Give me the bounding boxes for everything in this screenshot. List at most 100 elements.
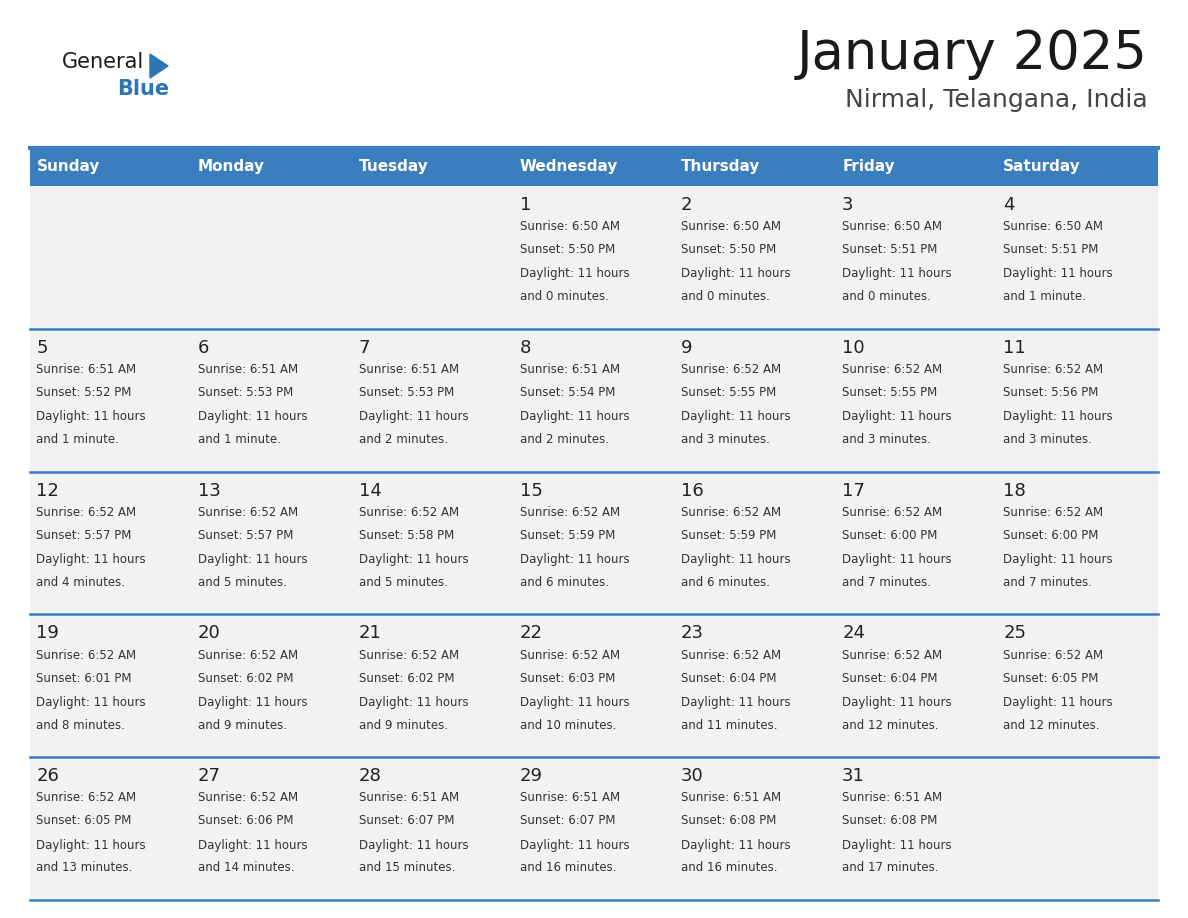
Text: Sunrise: 6:51 AM: Sunrise: 6:51 AM — [520, 791, 620, 804]
Text: Daylight: 11 hours: Daylight: 11 hours — [197, 839, 308, 852]
Text: and 7 minutes.: and 7 minutes. — [842, 576, 931, 588]
Text: Sunset: 6:04 PM: Sunset: 6:04 PM — [842, 672, 937, 685]
Text: 2: 2 — [681, 196, 693, 214]
Text: and 7 minutes.: and 7 minutes. — [1004, 576, 1092, 588]
Text: Sunset: 6:01 PM: Sunset: 6:01 PM — [37, 672, 132, 685]
Text: Sunrise: 6:52 AM: Sunrise: 6:52 AM — [681, 364, 782, 376]
Text: Sunrise: 6:51 AM: Sunrise: 6:51 AM — [520, 364, 620, 376]
Text: and 6 minutes.: and 6 minutes. — [520, 576, 609, 588]
Text: Daylight: 11 hours: Daylight: 11 hours — [520, 267, 630, 280]
Text: 29: 29 — [520, 767, 543, 785]
Text: Sunday: Sunday — [37, 160, 100, 174]
Text: Thursday: Thursday — [681, 160, 760, 174]
Bar — [513, 614, 675, 757]
Text: Sunrise: 6:52 AM: Sunrise: 6:52 AM — [197, 791, 298, 804]
Text: and 13 minutes.: and 13 minutes. — [37, 861, 133, 875]
Text: Sunrise: 6:52 AM: Sunrise: 6:52 AM — [520, 649, 620, 662]
Bar — [675, 472, 835, 614]
Text: Daylight: 11 hours: Daylight: 11 hours — [1004, 410, 1113, 423]
Bar — [30, 614, 191, 757]
Text: Sunset: 5:57 PM: Sunset: 5:57 PM — [37, 529, 132, 542]
Text: Daylight: 11 hours: Daylight: 11 hours — [681, 553, 791, 566]
Text: 11: 11 — [1004, 339, 1026, 357]
Text: 13: 13 — [197, 482, 221, 499]
Bar — [997, 614, 1158, 757]
Text: Sunset: 5:53 PM: Sunset: 5:53 PM — [197, 386, 292, 399]
Text: Sunrise: 6:51 AM: Sunrise: 6:51 AM — [681, 791, 782, 804]
Bar — [30, 329, 191, 472]
Text: and 0 minutes.: and 0 minutes. — [842, 290, 931, 303]
Text: Sunset: 5:59 PM: Sunset: 5:59 PM — [681, 529, 777, 542]
Text: Sunrise: 6:50 AM: Sunrise: 6:50 AM — [520, 220, 620, 233]
Text: Sunrise: 6:50 AM: Sunrise: 6:50 AM — [842, 220, 942, 233]
Text: Sunset: 5:50 PM: Sunset: 5:50 PM — [681, 243, 776, 256]
Text: 20: 20 — [197, 624, 220, 643]
Text: 1: 1 — [520, 196, 531, 214]
Text: and 8 minutes.: and 8 minutes. — [37, 719, 125, 732]
Text: and 0 minutes.: and 0 minutes. — [520, 290, 608, 303]
Bar — [513, 329, 675, 472]
Text: Daylight: 11 hours: Daylight: 11 hours — [37, 839, 146, 852]
Text: 12: 12 — [37, 482, 59, 499]
Text: and 1 minute.: and 1 minute. — [37, 433, 119, 446]
Text: and 9 minutes.: and 9 minutes. — [197, 719, 286, 732]
Text: 31: 31 — [842, 767, 865, 785]
Text: Sunset: 5:55 PM: Sunset: 5:55 PM — [681, 386, 776, 399]
Text: Daylight: 11 hours: Daylight: 11 hours — [681, 839, 791, 852]
Bar — [835, 757, 997, 900]
Bar — [997, 472, 1158, 614]
Text: Sunset: 6:03 PM: Sunset: 6:03 PM — [520, 672, 615, 685]
Bar — [835, 472, 997, 614]
Bar — [835, 329, 997, 472]
Text: Daylight: 11 hours: Daylight: 11 hours — [520, 410, 630, 423]
Bar — [191, 329, 353, 472]
Bar — [675, 614, 835, 757]
Text: Sunset: 6:05 PM: Sunset: 6:05 PM — [1004, 672, 1099, 685]
Bar — [997, 329, 1158, 472]
Text: Daylight: 11 hours: Daylight: 11 hours — [197, 410, 308, 423]
Text: Daylight: 11 hours: Daylight: 11 hours — [1004, 553, 1113, 566]
Bar — [675, 329, 835, 472]
Text: Sunset: 5:52 PM: Sunset: 5:52 PM — [37, 386, 132, 399]
Text: Daylight: 11 hours: Daylight: 11 hours — [681, 696, 791, 709]
Bar — [191, 472, 353, 614]
Text: Sunset: 6:00 PM: Sunset: 6:00 PM — [842, 529, 937, 542]
Text: 17: 17 — [842, 482, 865, 499]
Bar — [835, 614, 997, 757]
Text: Daylight: 11 hours: Daylight: 11 hours — [681, 410, 791, 423]
Text: Sunrise: 6:52 AM: Sunrise: 6:52 AM — [1004, 364, 1104, 376]
Text: Sunset: 6:04 PM: Sunset: 6:04 PM — [681, 672, 777, 685]
Text: 7: 7 — [359, 339, 371, 357]
Text: General: General — [62, 52, 144, 72]
Text: January 2025: January 2025 — [797, 28, 1148, 80]
Text: Daylight: 11 hours: Daylight: 11 hours — [359, 839, 468, 852]
Bar — [191, 757, 353, 900]
Text: 14: 14 — [359, 482, 381, 499]
Text: 10: 10 — [842, 339, 865, 357]
Bar — [353, 186, 513, 329]
Text: Sunset: 5:56 PM: Sunset: 5:56 PM — [1004, 386, 1099, 399]
Text: and 3 minutes.: and 3 minutes. — [681, 433, 770, 446]
Text: Sunrise: 6:52 AM: Sunrise: 6:52 AM — [359, 506, 459, 519]
Text: and 4 minutes.: and 4 minutes. — [37, 576, 126, 588]
Text: Sunrise: 6:52 AM: Sunrise: 6:52 AM — [37, 649, 137, 662]
Text: Daylight: 11 hours: Daylight: 11 hours — [520, 839, 630, 852]
Bar — [513, 186, 675, 329]
Bar — [30, 472, 191, 614]
Text: 30: 30 — [681, 767, 703, 785]
Text: Sunrise: 6:52 AM: Sunrise: 6:52 AM — [37, 506, 137, 519]
Bar — [30, 148, 1158, 186]
Text: Sunset: 5:55 PM: Sunset: 5:55 PM — [842, 386, 937, 399]
Text: Sunrise: 6:52 AM: Sunrise: 6:52 AM — [842, 649, 942, 662]
Text: Nirmal, Telangana, India: Nirmal, Telangana, India — [846, 88, 1148, 112]
Text: Tuesday: Tuesday — [359, 160, 429, 174]
Text: Sunset: 6:05 PM: Sunset: 6:05 PM — [37, 814, 132, 827]
Text: Sunrise: 6:51 AM: Sunrise: 6:51 AM — [842, 791, 942, 804]
Text: and 16 minutes.: and 16 minutes. — [681, 861, 777, 875]
Text: Sunset: 6:07 PM: Sunset: 6:07 PM — [520, 814, 615, 827]
Text: Sunrise: 6:50 AM: Sunrise: 6:50 AM — [681, 220, 781, 233]
Text: Sunrise: 6:52 AM: Sunrise: 6:52 AM — [681, 649, 782, 662]
Text: Sunset: 5:53 PM: Sunset: 5:53 PM — [359, 386, 454, 399]
Text: 18: 18 — [1004, 482, 1026, 499]
Text: Sunset: 5:50 PM: Sunset: 5:50 PM — [520, 243, 615, 256]
